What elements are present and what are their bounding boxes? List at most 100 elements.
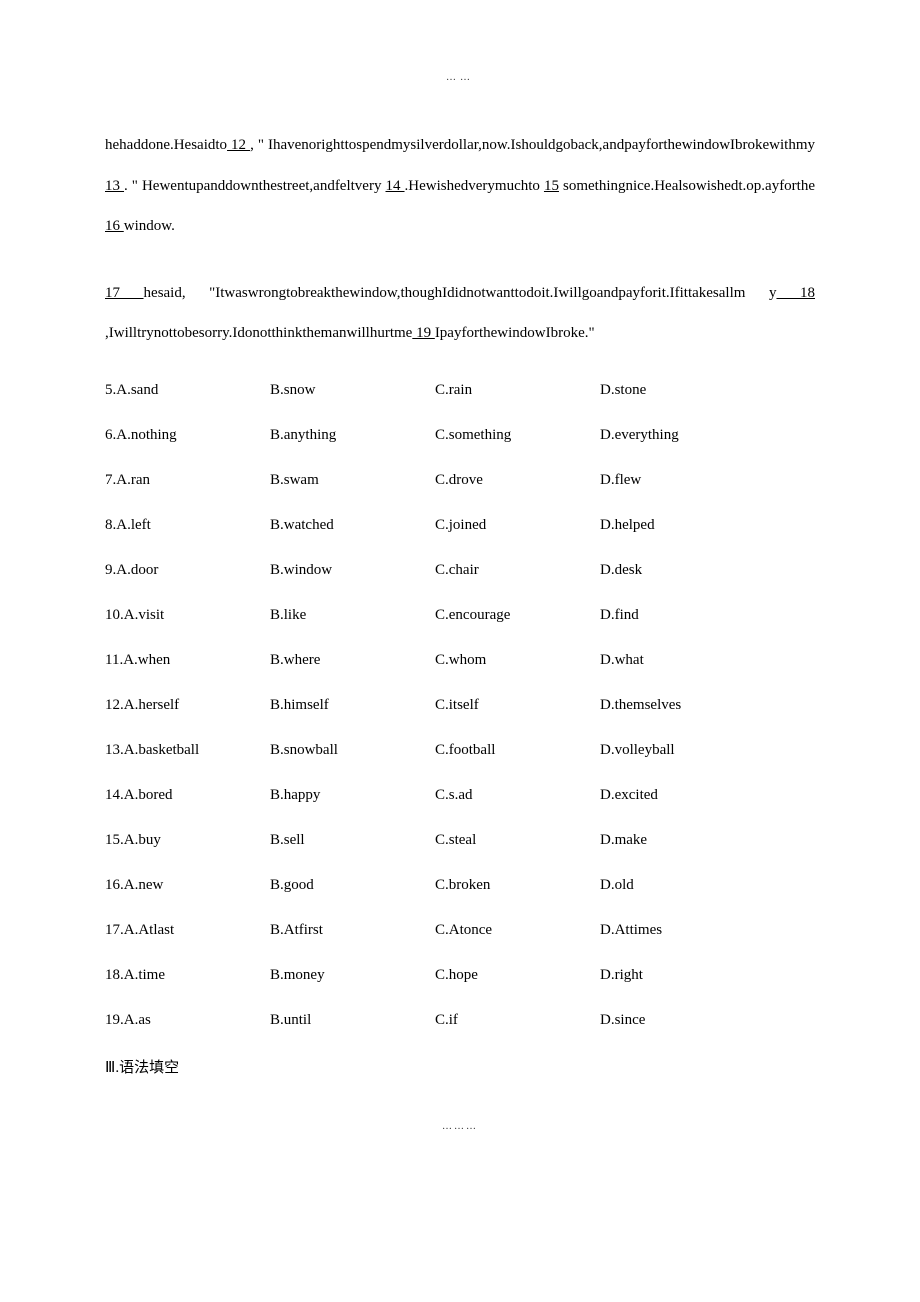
passage-text: . " Hewentupanddownthestreet,andfeltvery — [124, 178, 385, 194]
option-row: 16.A.new B.good C.broken D.old — [105, 875, 815, 896]
passage-text: " Ihavenorighttospendmysilverdollar,now.… — [258, 137, 815, 153]
option-a: 17.A.Atlast — [105, 920, 270, 941]
option-d: D.make — [600, 830, 765, 851]
option-b: B.until — [270, 1010, 435, 1031]
option-row: 13.A.basketball B.snowball C.football D.… — [105, 740, 815, 761]
option-d: D.excited — [600, 785, 765, 806]
option-a: 8.A.left — [105, 515, 270, 536]
option-c: C.Atonce — [435, 920, 600, 941]
option-b: B.snow — [270, 380, 435, 401]
option-d: D.helped — [600, 515, 765, 536]
option-b: B.watched — [270, 515, 435, 536]
option-a: 13.A.basketball — [105, 740, 270, 761]
passage-text: hesaid, — [144, 285, 186, 301]
blank-19: 19 — [412, 325, 435, 341]
option-d: D.flew — [600, 470, 765, 491]
option-row: 9.A.door B.window C.chair D.desk — [105, 560, 815, 581]
option-a: 9.A.door — [105, 560, 270, 581]
option-a: 5.A.sand — [105, 380, 270, 401]
option-d: D.Attimes — [600, 920, 765, 941]
option-d: D.everything — [600, 425, 765, 446]
option-row: 10.A.visit B.like C.encourage D.find — [105, 605, 815, 626]
passage-text: , — [250, 137, 254, 153]
option-d: D.stone — [600, 380, 765, 401]
option-c: C.if — [435, 1010, 600, 1031]
passage-text: ayforthe — [765, 178, 815, 194]
option-c: C.something — [435, 425, 600, 446]
option-b: B.snowball — [270, 740, 435, 761]
option-c: C.steal — [435, 830, 600, 851]
option-d: D.volleyball — [600, 740, 765, 761]
option-row: 18.A.time B.money C.hope D.right — [105, 965, 815, 986]
passage-text: ,Iwilltrynottobesorry.Idonotthinkthemanw… — [105, 325, 412, 341]
option-a: 12.A.herself — [105, 695, 270, 716]
option-b: B.himself — [270, 695, 435, 716]
option-row: 7.A.ran B.swam C.drove D.flew — [105, 470, 815, 491]
passage-text: hehaddone.Hesaidto — [105, 137, 227, 153]
option-b: B.anything — [270, 425, 435, 446]
passage-text: window. — [124, 218, 175, 234]
blank-15: 15 — [544, 178, 559, 194]
option-c: C.football — [435, 740, 600, 761]
option-a: 18.A.time — [105, 965, 270, 986]
blank-18: 18 — [776, 285, 815, 301]
option-c: C.drove — [435, 470, 600, 491]
document-page: …… hehaddone.Hesaidto 12 , " Ihavenorigh… — [0, 0, 920, 1194]
option-c: C.encourage — [435, 605, 600, 626]
option-row: 8.A.left B.watched C.joined D.helped — [105, 515, 815, 536]
option-b: B.like — [270, 605, 435, 626]
option-d: D.old — [600, 875, 765, 896]
passage-paragraph-1: hehaddone.Hesaidto 12 , " Ihavenorightto… — [105, 125, 815, 247]
blank-14: 14 — [386, 178, 405, 194]
option-a: 11.A.when — [105, 650, 270, 671]
option-a: 7.A.ran — [105, 470, 270, 491]
option-d: D.themselves — [600, 695, 765, 716]
option-b: B.swam — [270, 470, 435, 491]
header-dots: …… — [105, 70, 815, 85]
option-c: C.broken — [435, 875, 600, 896]
option-b: B.money — [270, 965, 435, 986]
option-a: 6.A.nothing — [105, 425, 270, 446]
option-d: D.find — [600, 605, 765, 626]
passage-text: .Hewishedverymuchto — [405, 178, 544, 194]
option-d: D.desk — [600, 560, 765, 581]
option-d: D.since — [600, 1010, 765, 1031]
passage-text: op — [746, 178, 761, 194]
option-a: 16.A.new — [105, 875, 270, 896]
option-a: 15.A.buy — [105, 830, 270, 851]
option-c: C.hope — [435, 965, 600, 986]
blank-12: 12 — [227, 137, 250, 153]
option-d: D.right — [600, 965, 765, 986]
option-d: D.what — [600, 650, 765, 671]
option-c: C.chair — [435, 560, 600, 581]
options-block: 5.A.sand B.snow C.rain D.stone 6.A.nothi… — [105, 380, 815, 1031]
blank-16: 16 — [105, 218, 124, 234]
option-b: B.good — [270, 875, 435, 896]
option-c: C.s.ad — [435, 785, 600, 806]
footer-dots: ……… — [105, 1119, 815, 1134]
passage-text: "Itwaswrongtobreakthewindow,thoughIdidno… — [209, 285, 745, 301]
blank-13: 13 — [105, 178, 124, 194]
option-c: C.rain — [435, 380, 600, 401]
option-b: B.sell — [270, 830, 435, 851]
option-c: C.joined — [435, 515, 600, 536]
option-row: 12.A.herself B.himself C.itself D.themse… — [105, 695, 815, 716]
option-c: C.whom — [435, 650, 600, 671]
blank-17: 17 — [105, 285, 144, 301]
passage-text: somethingnice.Healsowishedt — [563, 178, 743, 194]
option-row: 5.A.sand B.snow C.rain D.stone — [105, 380, 815, 401]
option-row: 14.A.bored B.happy C.s.ad D.excited — [105, 785, 815, 806]
option-a: 10.A.visit — [105, 605, 270, 626]
option-b: B.window — [270, 560, 435, 581]
option-row: 15.A.buy B.sell C.steal D.make — [105, 830, 815, 851]
option-a: 14.A.bored — [105, 785, 270, 806]
option-b: B.where — [270, 650, 435, 671]
option-c: C.itself — [435, 695, 600, 716]
passage-text: IpayforthewindowIbroke." — [435, 325, 595, 341]
option-a: 19.A.as — [105, 1010, 270, 1031]
option-b: B.happy — [270, 785, 435, 806]
passage-paragraph-2: 17 hesaid, "Itwaswrongtobreakthewindow,t… — [105, 273, 815, 354]
option-b: B.Atfirst — [270, 920, 435, 941]
option-row: 17.A.Atlast B.Atfirst C.Atonce D.Attimes — [105, 920, 815, 941]
option-row: 6.A.nothing B.anything C.something D.eve… — [105, 425, 815, 446]
